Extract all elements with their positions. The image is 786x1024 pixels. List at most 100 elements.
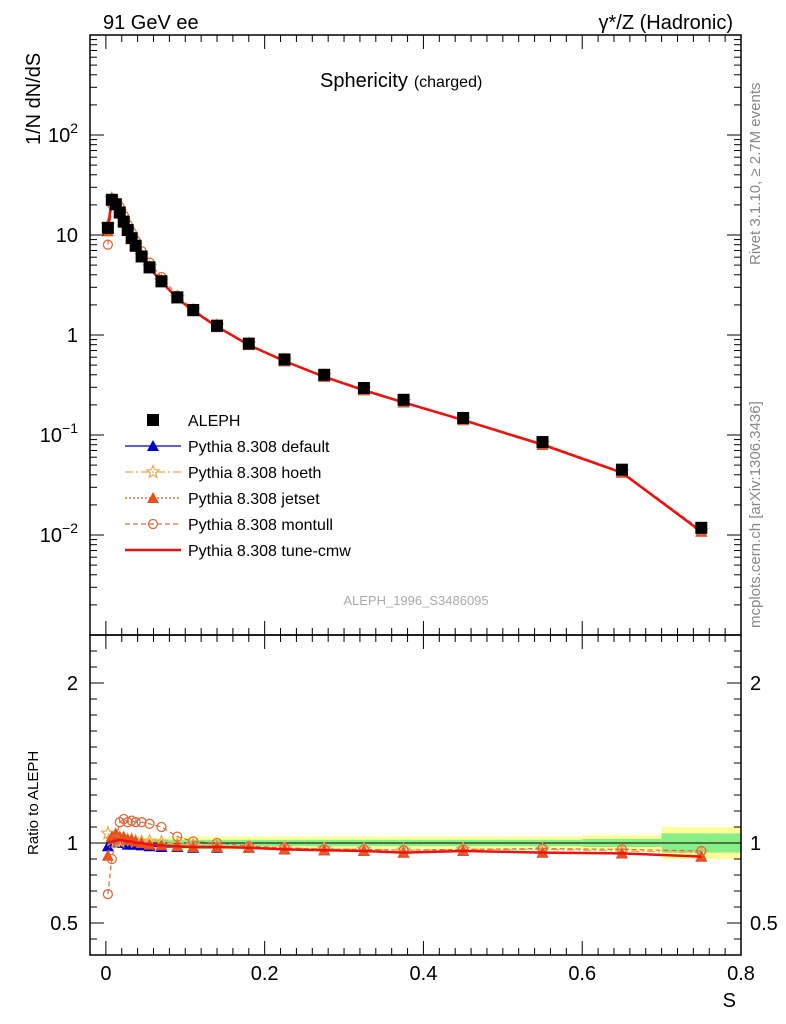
ratio-ytick-label-right-1: 1 [750, 833, 761, 855]
ratio-ytick-label-left-2: 2 [67, 673, 78, 695]
ratio-point-hoeth-0 [100, 825, 116, 841]
ratio-point-montull-10 [156, 821, 167, 833]
main-ytick-label-3: 10 [56, 225, 78, 247]
main-ytick-base-1: 10 [40, 425, 62, 447]
data-point-21 [615, 463, 628, 476]
legend-marker-default [147, 440, 159, 451]
ratio-xtick-label-4: 0.8 [727, 963, 755, 985]
legend-item-hoeth: Pythia 8.308 hoeth [125, 463, 321, 482]
mcplots-label: mcplots.cern.ch [arXiv:1306.3436] [747, 401, 764, 628]
ratio-ylabel: Ratio to ALEPH [25, 751, 42, 855]
main-series-hoeth [100, 190, 710, 538]
data-point-3 [113, 206, 126, 219]
legend-label-montull: Pythia 8.308 montull [188, 517, 333, 534]
data-point-13 [211, 319, 224, 332]
main-ytick-exp-1: −1 [62, 420, 78, 436]
data-point-8 [135, 250, 148, 263]
legend-marker-hoeth [145, 463, 161, 479]
ratio-point-montull-14 [243, 841, 254, 852]
ratio-xtick-label-0: 0 [100, 963, 111, 985]
data-point-12 [187, 303, 200, 316]
main-title-text: Sphericity [320, 70, 408, 92]
ratio-point-montull-15 [279, 842, 290, 853]
legend-item-montull: Pythia 8.308 montull [125, 517, 333, 534]
main-ytick-label-1: 10−1 [40, 420, 78, 447]
data-point-16 [318, 368, 331, 381]
legend-marker-montull [147, 518, 159, 530]
legend: ALEPH Pythia 8.308 default Pythia 8.308 ho… [125, 413, 351, 560]
data-point-5 [121, 224, 134, 237]
legend-item-jetset: Pythia 8.308 jetset [125, 491, 320, 508]
ratio-series [100, 813, 710, 900]
ratio-point-montull-9 [144, 818, 155, 829]
ratio-point-montull-8 [136, 817, 147, 828]
main-series-montull [102, 198, 707, 536]
legend-marker-data [147, 414, 159, 426]
ratio-xtick-label-1: 0.2 [251, 963, 279, 985]
ratio-point-montull-0 [102, 889, 114, 900]
legend-item-default: Pythia 8.308 default [125, 439, 330, 456]
ratio-line-montull [107, 818, 702, 895]
legend-item-data: ALEPH [147, 413, 240, 430]
data-point-18 [397, 393, 410, 406]
ratio-line-tune-cmw [107, 838, 702, 858]
ratio-xtick-label-2: 0.4 [410, 963, 438, 985]
main-ytick-base-2: 1 [67, 325, 78, 347]
ratio-ytick-label-left-1: 1 [67, 833, 78, 855]
data-point-7 [129, 239, 142, 252]
ratio-point-montull-18 [398, 845, 409, 856]
main-ytick-exp-0: −2 [62, 520, 78, 536]
ratio-point-jetset-0 [101, 849, 114, 861]
header-left: 91 GeV ee [103, 12, 199, 34]
main-ytick-label-4: 102 [48, 120, 78, 147]
main-ytick-base-3: 10 [56, 225, 78, 247]
main-ytick-exp-4: 2 [70, 120, 78, 136]
main-ytick-label-2: 1 [67, 325, 78, 347]
ratio-point-montull-19 [457, 844, 469, 855]
ratio-ytick-label-left-0: 0.5 [50, 913, 78, 935]
main-title: Sphericity (charged) [320, 70, 482, 92]
main-series-default [101, 193, 708, 537]
legend-label-jetset: Pythia 8.308 jetset [188, 491, 320, 508]
main-data-points [101, 193, 708, 534]
data-point-20 [536, 436, 549, 449]
data-point-11 [171, 291, 184, 304]
data-point-19 [457, 411, 470, 424]
data-point-4 [117, 215, 130, 228]
ratio-point-montull-1 [106, 853, 117, 865]
main-point-montull-0 [102, 239, 114, 250]
data-point-17 [357, 382, 370, 395]
ratio-point-montull-7 [130, 817, 141, 828]
main-title-suffix: (charged) [414, 74, 482, 91]
main-ytick-label-0: 10−2 [40, 520, 78, 547]
legend-label-hoeth: Pythia 8.308 hoeth [188, 465, 321, 482]
main-ylabel: 1/N dN/dS [23, 53, 45, 145]
data-point-15 [278, 353, 291, 366]
header-right: γ*/Z (Hadronic) [599, 12, 733, 34]
main-series-jetset [101, 192, 708, 537]
analysis-watermark: ALEPH_1996_S3486095 [343, 593, 488, 608]
data-point-6 [125, 232, 138, 245]
data-point-14 [242, 337, 255, 350]
ratio-frame [89, 634, 742, 956]
ratio-point-montull-11 [172, 831, 183, 842]
data-point-22 [695, 521, 708, 534]
legend-label-tune-cmw: Pythia 8.308 tune-cmw [188, 543, 351, 560]
legend-item-tune-cmw: Pythia 8.308 tune-cmw [125, 543, 351, 560]
data-point-10 [155, 275, 168, 288]
rivet-label: Rivet 3.1.10, ≥ 2.7M events [747, 83, 764, 266]
legend-label-data: ALEPH [188, 413, 240, 430]
ratio-xlabel: S [723, 990, 736, 1012]
ratio-point-montull-17 [358, 844, 370, 855]
data-point-9 [143, 261, 156, 274]
data-point-0 [101, 221, 114, 234]
ratio-series-tune-cmw [107, 838, 702, 858]
main-ytick-base-0: 10 [40, 525, 62, 547]
ratio-ytick-label-right-0: 0.5 [750, 913, 778, 935]
main-ytick-base-4: 10 [48, 125, 70, 147]
legend-marker-jetset [147, 492, 159, 503]
ratio-xtick-label-3: 0.6 [568, 963, 596, 985]
main-series [100, 190, 710, 538]
ratio-ytick-label-right-2: 2 [750, 673, 761, 695]
